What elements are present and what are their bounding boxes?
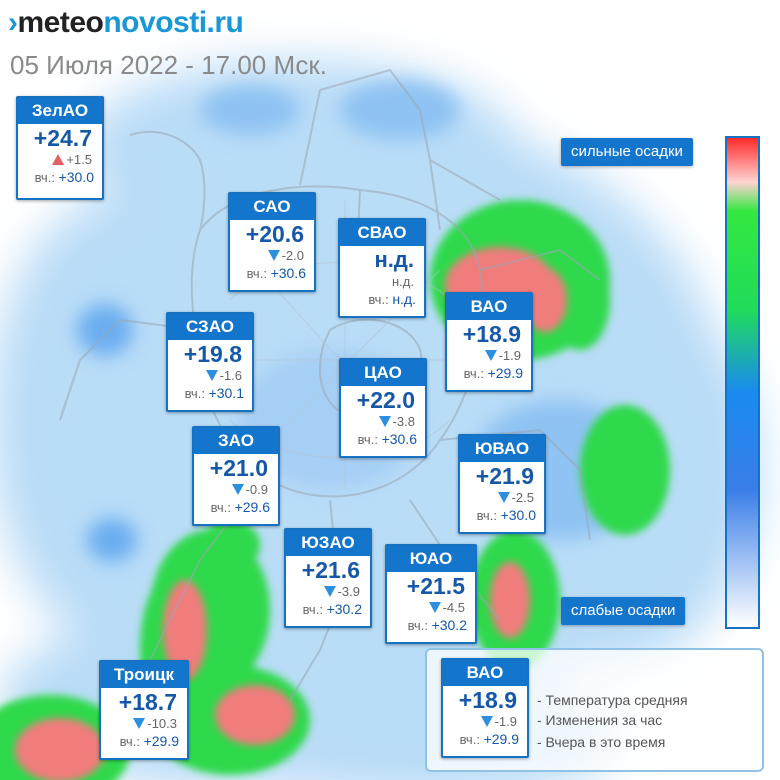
district-card-szao[interactable]: СЗАО +19.8 -1.6 вч.: +30.1 — [166, 312, 254, 412]
legend-line-hourly-change: - Изменения за час — [537, 712, 663, 728]
district-card-yuvao[interactable]: ЮВАО +21.9 -2.5 вч.: +30.0 — [458, 434, 546, 534]
hourly-change: -3.9 — [286, 584, 370, 600]
legend: ВАО +18.9 -1.9 вч.: +29.9 - Температура … — [425, 648, 764, 772]
hourly-change: -0.9 — [194, 482, 278, 498]
legend-line-yesterday: - Вчера в это время — [537, 734, 666, 750]
avg-temperature: н.д. — [374, 247, 414, 272]
district-name: ВАО — [443, 660, 527, 686]
trend-down-icon — [480, 716, 493, 727]
yesterday-temp: вч.: +29.6 — [210, 499, 270, 515]
hourly-change: -4.5 — [387, 600, 475, 616]
hourly-change: -1.9 — [443, 714, 527, 730]
avg-temperature: +18.9 — [458, 687, 517, 713]
legend-line-avg-temp: - Температура средняя — [537, 692, 688, 708]
yesterday-temp: вч.: +30.1 — [184, 385, 244, 401]
district-name: ЮЗАО — [286, 530, 370, 556]
hourly-change: н.д. — [392, 274, 414, 289]
legend-sample-card: ВАО +18.9 -1.9 вч.: +29.9 — [441, 658, 529, 758]
yesterday-temp: вч.: н.д. — [368, 291, 416, 307]
avg-temperature: +18.7 — [118, 689, 177, 715]
trend-down-icon — [323, 586, 336, 597]
district-card-svao[interactable]: СВАО н.д. н.д. вч.: н.д. — [338, 218, 426, 318]
hourly-change: -1.9 — [447, 348, 531, 364]
yesterday-temp: вч.: +30.2 — [302, 601, 362, 617]
district-name: Троицк — [101, 662, 187, 688]
trend-down-icon — [484, 350, 497, 361]
yesterday-temp: вч.: +29.9 — [463, 365, 523, 381]
trend-down-icon — [267, 250, 280, 261]
logo-novosti: novosti.ru — [103, 6, 244, 39]
district-name: ЦАО — [341, 360, 425, 386]
avg-temperature: +21.0 — [209, 455, 268, 481]
district-name: СЗАО — [168, 314, 252, 340]
logo-mark: › — [8, 6, 18, 39]
district-card-vao[interactable]: ВАО +18.9 -1.9 вч.: +29.9 — [445, 292, 533, 392]
district-card-zao[interactable]: ЗАО +21.0 -0.9 вч.: +29.6 — [192, 426, 280, 526]
avg-temperature: +19.8 — [183, 341, 242, 367]
district-card-yuao[interactable]: ЮАО +21.5 -4.5 вч.: +30.2 — [385, 544, 477, 644]
hourly-change: +1.5 — [18, 152, 102, 168]
district-name: ЮВАО — [460, 436, 544, 462]
trend-down-icon — [428, 602, 441, 613]
district-card-troick[interactable]: Троицк +18.7 -10.3 вч.: +29.9 — [99, 660, 189, 760]
yesterday-temp: вч.: +30.6 — [357, 431, 417, 447]
trend-down-icon — [378, 416, 391, 427]
district-card-zelao[interactable]: ЗелАО +24.7 +1.5 вч.: +30.0 — [16, 96, 104, 200]
hourly-change: -2.5 — [460, 490, 544, 506]
trend-up-icon — [52, 154, 65, 165]
hourly-change: -2.0 — [230, 248, 314, 264]
yesterday-temp: вч.: +29.9 — [119, 733, 179, 749]
yesterday-temp: вч.: +30.0 — [476, 507, 536, 523]
site-logo[interactable]: ›meteonovosti.ru — [8, 6, 244, 40]
district-card-yuzao[interactable]: ЮЗАО +21.6 -3.9 вч.: +30.2 — [284, 528, 372, 628]
map-datetime: 05 Июля 2022 - 17.00 Мск. — [10, 50, 328, 80]
avg-temperature: +21.5 — [406, 573, 465, 599]
hourly-change: -10.3 — [101, 716, 187, 732]
district-name: ВАО — [447, 294, 531, 320]
avg-temperature: +21.9 — [475, 463, 534, 489]
avg-temperature: +22.0 — [356, 387, 415, 413]
precipitation-scale-bar — [725, 136, 760, 629]
yesterday-temp: вч.: +30.2 — [407, 617, 467, 633]
district-name: ЮАО — [387, 546, 475, 572]
trend-down-icon — [133, 718, 146, 729]
district-name: ЗАО — [194, 428, 278, 454]
hourly-change: -3.8 — [341, 414, 425, 430]
trend-down-icon — [231, 484, 244, 495]
trend-down-icon — [497, 492, 510, 503]
district-name: ЗелАО — [18, 98, 102, 124]
avg-temperature: +24.7 — [33, 125, 92, 151]
yesterday-temp: вч.: +29.9 — [459, 731, 519, 747]
hourly-change: -1.6 — [168, 368, 252, 384]
yesterday-temp: вч.: +30.6 — [246, 265, 306, 281]
avg-temperature: +20.6 — [245, 221, 304, 247]
district-name: САО — [230, 194, 314, 220]
district-card-cao[interactable]: ЦАО +22.0 -3.8 вч.: +30.6 — [339, 358, 427, 458]
yesterday-temp: вч.: +30.0 — [34, 169, 94, 185]
district-card-sao[interactable]: САО +20.6 -2.0 вч.: +30.6 — [228, 192, 316, 292]
avg-temperature: +18.9 — [462, 321, 521, 347]
avg-temperature: +21.6 — [301, 557, 360, 583]
logo-meteo: meteo — [17, 6, 104, 39]
scale-bottom-label: слабые осадки — [561, 597, 686, 625]
scale-top-label: сильные осадки — [561, 138, 693, 166]
trend-down-icon — [205, 370, 218, 381]
district-name: СВАО — [340, 220, 424, 246]
